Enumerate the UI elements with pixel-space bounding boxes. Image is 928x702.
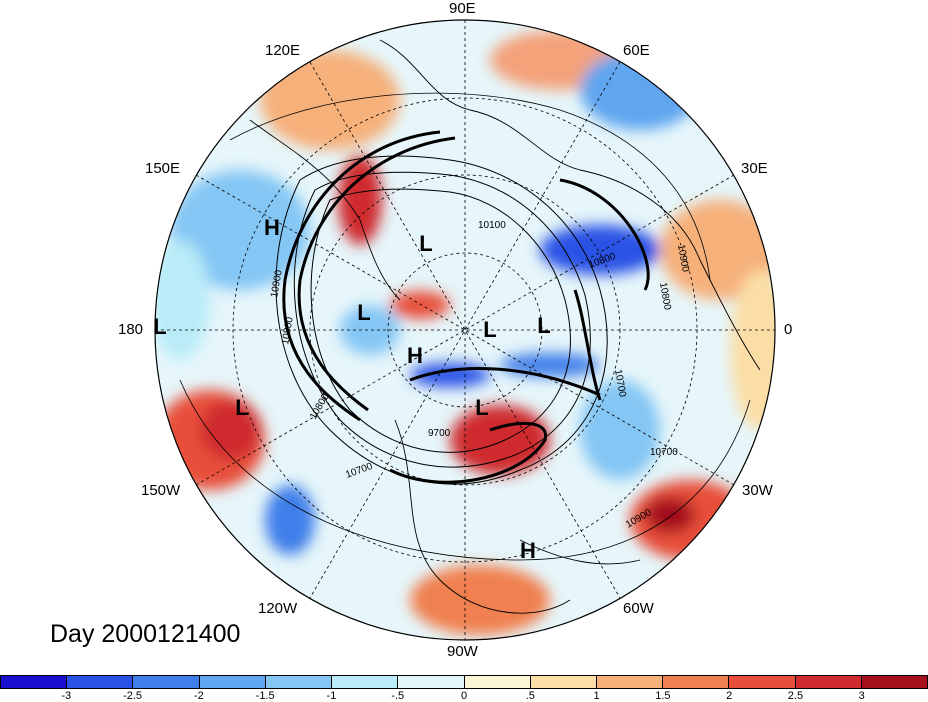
low-pressure-center: L [475,395,489,420]
low-pressure-center: L [357,300,371,325]
low-pressure-center: L [153,314,167,339]
graticule [155,20,775,640]
colorbar-tick-label: -1 [326,690,337,702]
colorbar-swatch [596,676,664,688]
colorbar-swatch [795,676,862,688]
svg-text:10700: 10700 [612,369,628,399]
low-pressure-center: L [419,231,433,256]
svg-text:10700: 10700 [650,447,678,458]
colorbar-swatch [530,676,597,688]
colorbar-swatch [663,676,730,688]
svg-text:10800: 10800 [657,282,673,312]
colorbar-tick-label: .5 [525,690,535,702]
colorbar-tick-label: 0 [460,690,468,702]
lon-label-60w: 60W [623,600,654,617]
low-pressure-center: L [235,395,249,420]
lon-label-30e: 30E [741,160,768,177]
lon-label-0: 0 [784,321,793,338]
colorbar-tick-label: 2.5 [787,690,804,702]
colorbar-tick-label: -.5 [391,690,405,702]
colorbar-swatch [464,676,531,688]
colorbar-tick-label: 3 [858,690,865,702]
colorbar-tick-label: -2 [193,690,204,702]
svg-text:10800: 10800 [280,316,296,346]
svg-text:10100: 10100 [478,220,506,231]
high-pressure-center: H [520,538,536,563]
low-pressure-center: L [537,313,551,338]
colorbar-swatch [67,676,134,688]
colorbar-swatch [861,676,928,688]
colorbar-tick-label: 2 [726,690,733,702]
coastlines [249,39,761,614]
height-contours [179,92,751,561]
high-pressure-center: H [407,343,423,368]
lon-label-180: 180 [118,321,144,338]
colorbar-swatch [199,676,266,688]
anomaly-field [155,20,775,640]
map-boundary [154,19,776,641]
jet-contours [282,130,650,484]
lon-label-60e: 60E [623,42,650,59]
svg-text:10900: 10900 [675,244,691,274]
lon-label-120w: 120W [258,600,298,617]
colorbar-tick-label: -3 [61,690,72,702]
colorbar-swatch [133,676,200,688]
colorbar-swatch [332,676,399,688]
lon-label-90w: 90W [447,643,478,660]
high-pressure-center: H [264,215,280,240]
lon-label-150e: 150E [145,160,181,177]
colorbar-swatch [1,676,68,688]
lon-label-30w: 30W [742,482,773,499]
lon-label-150w: 150W [141,482,181,499]
low-pressure-center: L [483,317,497,342]
colorbar-tick-label: 1 [593,690,600,702]
colorbar-tick-label: -1.5 [255,690,275,702]
svg-text:10900: 10900 [269,269,285,299]
colorbar-swatch [729,676,796,688]
lon-label-120e: 120E [265,42,301,59]
lon-label-90e: 90E [449,0,476,17]
colorbar-tick-label: 1.5 [655,690,671,702]
colorbar [0,675,928,689]
colorbar-swatch [398,676,465,688]
colorbar-swatch [265,676,333,688]
colorbar-tick-label: -2.5 [123,690,143,702]
day-title: Day 2000121400 [50,620,241,648]
svg-text:9700: 9700 [428,428,451,439]
